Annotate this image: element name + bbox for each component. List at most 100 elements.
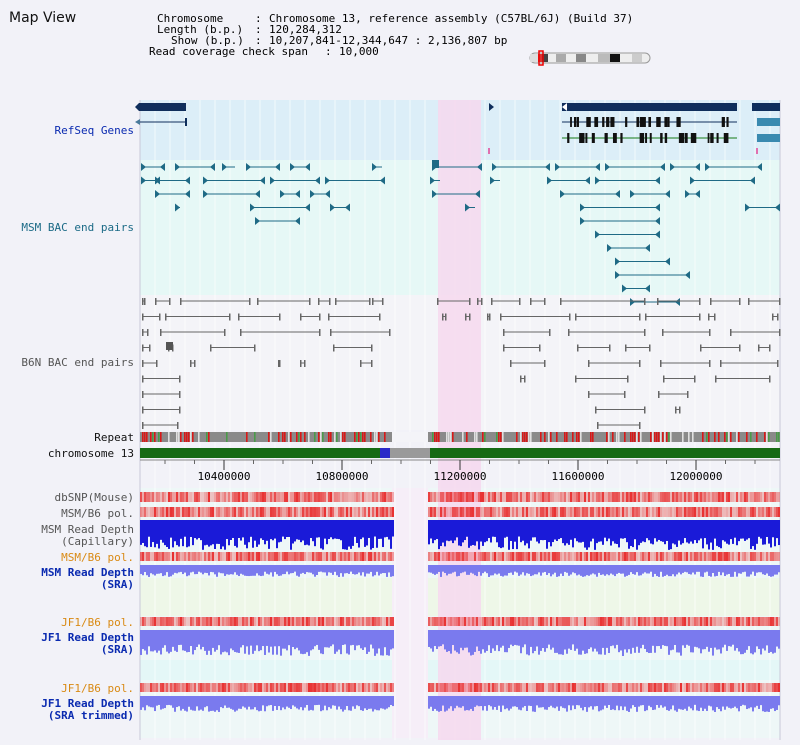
bac-end-marker [345, 203, 350, 212]
jf1-depth-trimmed-bar [476, 696, 478, 706]
msm-b6-pol-cell [482, 507, 484, 517]
repeat-element [768, 432, 770, 442]
msm-depth-sra-bar [550, 565, 552, 577]
jf1-b6-pol-2-cell [180, 683, 182, 692]
jf1-b6-pol-cell [536, 617, 538, 626]
jf1-depth-trimmed-bar [726, 696, 728, 707]
dbsnp-cell [596, 492, 598, 502]
msm-b6-pol-sra-cell [702, 552, 704, 561]
msm-b6-pol-sra-cell [602, 552, 604, 561]
jf1-depth-trimmed-bar [312, 696, 314, 711]
jf1-b6-pol-2-cell [764, 683, 766, 692]
jf1-b6-pol-cell [306, 617, 308, 626]
jf1-depth-sra-bar [284, 630, 286, 649]
jf1-depth-sra-bar [544, 630, 546, 652]
jf1-depth-sra-bar [462, 630, 464, 651]
dbsnp-cell [564, 492, 566, 502]
msm-depth-sra-bar [250, 565, 252, 576]
msm-b6-pol-sra-cell [388, 552, 390, 561]
dbsnp-cell [204, 492, 206, 502]
jf1-depth-sra-bar [442, 630, 444, 645]
bac-end-marker [255, 217, 260, 225]
jf1-depth-trimmed-bar [580, 696, 582, 708]
msm-b6-pol-cell [752, 507, 754, 517]
jf1-depth-trimmed-bar [202, 696, 204, 711]
msm-b6-pol-cell [636, 507, 638, 517]
msm-b6-pol-sra-cell [518, 552, 520, 561]
dbsnp-cell [718, 492, 720, 502]
jf1-depth-sra-bar [428, 630, 430, 647]
msm-b6-pol-sra-cell [558, 552, 560, 561]
repeat-element [176, 432, 178, 442]
msm-b6-pol-cell [612, 507, 614, 517]
msm-depth-capillary-bar [462, 520, 464, 543]
jf1-b6-pol-cell [436, 617, 438, 626]
jf1-b6-pol-2-cell [554, 683, 556, 692]
msm-b6-pol-cell [368, 507, 370, 517]
bac-end-marker [645, 313, 647, 321]
msm-b6-pol-sra-cell [682, 552, 684, 561]
msm-b6-pol-sra-cell [766, 552, 768, 561]
jf1-depth-sra-bar [536, 630, 538, 647]
dbsnp-cell [358, 492, 360, 502]
track-label-refseq[interactable]: RefSeq Genes [54, 124, 134, 137]
jf1-b6-pol-2-cell [340, 683, 342, 692]
jf1-depth-trimmed-bar [738, 696, 740, 712]
track-label-msm-b6-pol-sra: MSM/B6 pol. [61, 551, 134, 564]
msm-depth-capillary-bar [760, 520, 762, 539]
jf1-depth-sra-bar [714, 630, 716, 648]
bac-end-marker [739, 298, 741, 305]
msm-depth-sra-bar [180, 565, 182, 572]
jf1-b6-pol-2-cell [224, 683, 226, 692]
jf1-b6-pol-2-cell [278, 683, 280, 692]
msm-depth-capillary-bar [172, 520, 174, 548]
jf1-b6-pol-cell [182, 617, 184, 626]
msm-depth-capillary-bar [468, 520, 470, 548]
span-sep: : [325, 45, 332, 58]
msm-b6-pol-sra-cell [208, 552, 210, 561]
jf1-depth-trimmed-bar [304, 696, 306, 708]
jf1-b6-pol-2-cell [354, 683, 356, 692]
msm-depth-capillary-bar [380, 520, 382, 539]
msm-b6-pol-cell [454, 507, 456, 517]
bac-end-marker [560, 190, 565, 198]
jf1-b6-pol-2-cell [162, 683, 164, 692]
msm-depth-sra-bar [254, 565, 256, 576]
msm-b6-pol-cell [654, 507, 656, 517]
jf1-depth-sra-bar [370, 630, 372, 645]
dbsnp-cell [148, 492, 150, 502]
msm-b6-pol-sra-cell [718, 552, 720, 561]
track-label-msm-bac[interactable]: MSM BAC end pairs [21, 221, 134, 234]
msm-depth-sra-bar [484, 565, 486, 572]
jf1-b6-pol-2-cell [288, 683, 290, 692]
msm-b6-pol-sra-cell [370, 552, 372, 561]
jf1-b6-pol-2-cell [600, 683, 602, 692]
msm-b6-pol-sra-cell [382, 552, 384, 561]
msm-depth-capillary-bar [712, 520, 714, 550]
jf1-b6-pol-2-cell [446, 683, 448, 692]
jf1-b6-pol-2-cell [608, 683, 610, 692]
msm-depth-capillary-bar [694, 520, 696, 541]
msm-b6-pol-cell [224, 507, 226, 517]
jf1-depth-sra-bar [466, 630, 468, 648]
jf1-depth-trimmed-bar [308, 696, 310, 711]
jf1-b6-pol-cell [160, 617, 162, 626]
msm-b6-pol-sra-cell [708, 552, 710, 561]
dbsnp-cell [190, 492, 192, 502]
jf1-depth-sra-bar [550, 630, 552, 650]
jf1-b6-pol-cell [354, 617, 356, 626]
msm-b6-pol-sra-cell [456, 552, 458, 561]
repeat-element [446, 432, 448, 442]
track-label-b6n-bac[interactable]: B6N BAC end pairs [21, 356, 134, 369]
jf1-b6-pol-2-cell [654, 683, 656, 692]
msm-depth-sra-bar [608, 565, 610, 576]
jf1-depth-sra-bar [524, 630, 526, 645]
repeat-element [590, 432, 592, 442]
msm-b6-pol-cell [348, 507, 350, 517]
jf1-b6-pol-cell [300, 617, 302, 626]
msm-b6-pol-cell [584, 507, 586, 517]
repeat-element [282, 432, 284, 442]
repeat-element [496, 432, 498, 442]
jf1-b6-pol-cell [290, 617, 292, 626]
